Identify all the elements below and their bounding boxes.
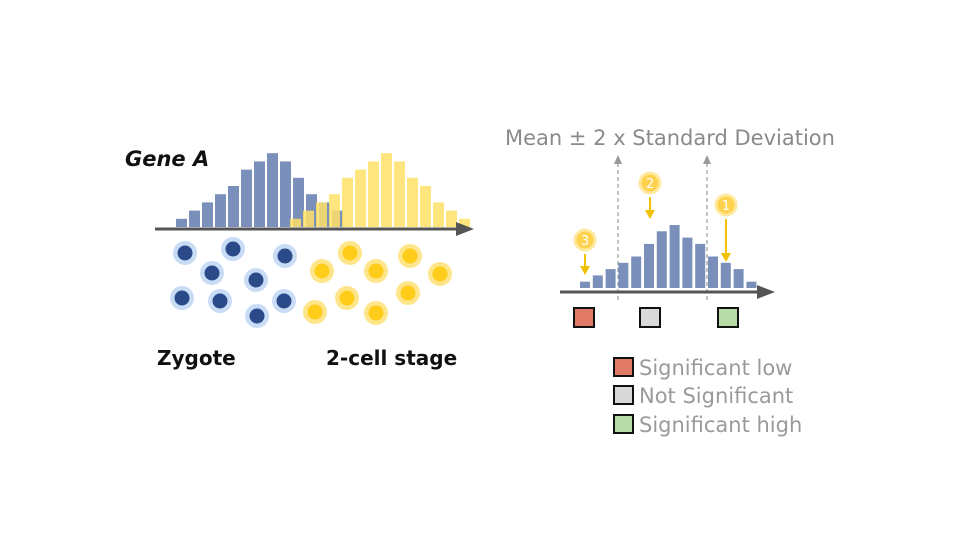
marker-1-number: 1 (722, 199, 730, 214)
two-cell-cell (342, 245, 358, 261)
distribution-bar (695, 243, 706, 288)
two-cell-cell (307, 304, 323, 320)
histogram-bar-zygote (189, 210, 200, 227)
two-cell-cell (368, 305, 384, 321)
two-cell-stage-label: 2-cell stage (326, 346, 457, 370)
histogram-bar-two-cell (459, 218, 470, 227)
distribution-bar (631, 256, 642, 288)
zygote-cell (174, 290, 190, 306)
histogram-bar-two-cell (355, 169, 366, 227)
zygote-cell (204, 265, 220, 281)
distribution-bar (733, 269, 744, 288)
distribution-bar (592, 275, 603, 288)
two-cell-cell (339, 290, 355, 306)
marker-2: 2 (638, 171, 662, 219)
expression-histogram (176, 153, 470, 227)
zygote-cell (212, 293, 228, 309)
legend-label-significant-high: Significant high (639, 413, 802, 437)
marker-2-number: 2 (646, 177, 654, 192)
zygote-cell (225, 241, 241, 257)
histogram-bar-zygote (215, 194, 226, 227)
legend-swatch-significant-high (613, 414, 634, 434)
histogram-bar-zygote (254, 161, 265, 227)
zygote-cell (177, 245, 193, 261)
distribution-bar (682, 237, 693, 288)
right-panel: Mean ± 2 x Standard Deviation 2 1 3 (505, 126, 835, 437)
marker-2-arrowhead (645, 210, 655, 219)
distribution-bar (746, 281, 757, 288)
marker-2-badge (638, 171, 662, 195)
distribution-bar (656, 231, 667, 288)
cell-population (170, 237, 452, 328)
gene-distribution-histogram (580, 225, 757, 288)
marker-3-arrowhead (580, 266, 590, 275)
histogram-bar-two-cell (446, 210, 457, 227)
histogram-bar-zygote (202, 202, 213, 227)
histogram-bar-two-cell (433, 202, 444, 227)
two-cell-cell (314, 263, 330, 279)
marker-1-arrowhead (721, 253, 731, 262)
legend-swatch-not-significant (613, 385, 634, 405)
marker-3-badge (573, 228, 597, 252)
left-axis-arrowhead (456, 222, 474, 236)
legend-label-not-significant: Not Significant (639, 384, 793, 408)
distribution-bar (618, 262, 629, 288)
lower-threshold-arrowhead (614, 155, 622, 164)
marker-3: 3 (573, 228, 597, 275)
two-cell-cell (368, 263, 384, 279)
zygote-cell (249, 308, 265, 324)
histogram-bar-zygote (228, 186, 239, 227)
histogram-bar-two-cell (368, 161, 379, 227)
histogram-bar-two-cell (342, 177, 353, 227)
right-axis-arrowhead (757, 285, 775, 299)
marker-3-number: 3 (581, 234, 589, 249)
histogram-bar-two-cell (303, 210, 314, 227)
histogram-bar-two-cell (407, 177, 418, 227)
zygote-cell (276, 293, 292, 309)
histogram-bar-zygote (176, 218, 187, 227)
legend: Significant low Not Significant Signific… (613, 356, 802, 437)
distribution-bar (644, 243, 654, 288)
histogram-bar-two-cell (290, 218, 301, 227)
not-significant-box (639, 307, 661, 328)
histogram-bar-zygote (280, 161, 291, 227)
histogram-bar-two-cell (394, 161, 405, 227)
histogram-bar-zygote (293, 177, 304, 227)
threshold-title: Mean ± 2 x Standard Deviation (505, 126, 835, 150)
significant-low-box (573, 307, 595, 328)
zygote-label: Zygote (157, 346, 236, 370)
histogram-bar-two-cell (381, 153, 392, 227)
gene-label: Gene A (125, 147, 209, 171)
histogram-bar-zygote (267, 153, 278, 227)
two-cell-cell (432, 266, 448, 282)
histogram-bar-two-cell (329, 194, 340, 227)
histogram-bar-two-cell (420, 186, 431, 227)
two-cell-cell (400, 285, 416, 301)
legend-label-significant-low: Significant low (639, 356, 792, 380)
legend-swatch-significant-low (613, 357, 634, 377)
marker-1: 1 (714, 193, 738, 262)
histogram-bar-zygote (241, 169, 252, 227)
distribution-bar (580, 281, 590, 288)
zygote-cell (277, 248, 293, 264)
distribution-bar (708, 256, 718, 288)
histogram-bar-two-cell (316, 202, 327, 227)
distribution-bar (669, 225, 680, 288)
left-panel: Gene A Zygote 2-cell stage (125, 147, 474, 370)
distribution-bar (605, 269, 616, 288)
marker-1-badge (714, 193, 738, 217)
upper-threshold-arrowhead (703, 155, 711, 164)
zygote-cell (248, 272, 264, 288)
distribution-bar (720, 262, 731, 288)
significant-high-box (717, 307, 739, 328)
two-cell-cell (402, 248, 418, 264)
